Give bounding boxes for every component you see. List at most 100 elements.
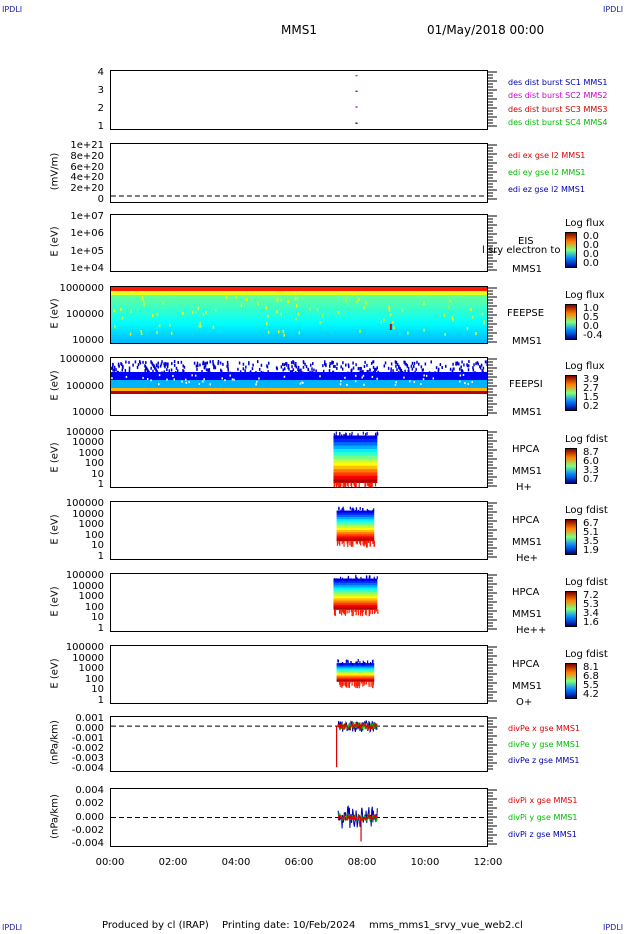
spectrogram-speck bbox=[467, 368, 470, 372]
spectrogram-speck bbox=[373, 508, 375, 512]
spectrogram-row bbox=[333, 465, 378, 470]
spectrogram-speck bbox=[359, 366, 362, 370]
plot-canvas-divPe bbox=[111, 720, 487, 768]
colorbar-tick: 3.5 bbox=[583, 536, 599, 547]
spectrogram-speck bbox=[293, 361, 295, 365]
spectrogram-gap bbox=[188, 381, 190, 384]
spectrogram-row bbox=[333, 438, 378, 443]
spectrogram-speck bbox=[447, 305, 450, 309]
spectrogram-speck bbox=[347, 681, 349, 688]
spectrogram-row bbox=[336, 519, 375, 522]
spectrogram-speck bbox=[337, 540, 339, 545]
side-label: MMS1 bbox=[512, 407, 542, 418]
spectrogram-speck bbox=[217, 360, 220, 364]
spectrogram-speck bbox=[339, 609, 341, 614]
spectrogram-speck bbox=[201, 370, 203, 374]
spectrogram-band bbox=[111, 311, 487, 313]
spectrogram-speck bbox=[363, 681, 365, 684]
spectrogram-speck bbox=[204, 362, 207, 366]
spectrogram-speck bbox=[163, 362, 165, 366]
datetime-title: 01/May/2018 00:00 bbox=[427, 23, 545, 37]
spectrogram-speck bbox=[384, 361, 387, 365]
spectrogram-speck bbox=[311, 367, 313, 371]
spectrogram-gap bbox=[185, 378, 187, 381]
spectrogram-speck bbox=[325, 364, 327, 368]
spectrogram-speck bbox=[151, 362, 154, 366]
footer-printing-date: Printing date: 10/Feb/2024 bbox=[222, 920, 356, 931]
y-tick-label: 1000000 bbox=[59, 354, 104, 365]
spectrogram-speck bbox=[266, 322, 268, 326]
spectrogram-speck bbox=[346, 609, 348, 614]
plot-canvas-HPCA_He bbox=[336, 506, 375, 548]
spectrogram-speck bbox=[355, 482, 357, 487]
spectrogram-speck bbox=[324, 362, 326, 366]
colorbar-tick: 1.9 bbox=[583, 545, 599, 556]
y-tick-label: 0.004 bbox=[75, 785, 104, 796]
y-tick-label: 0.002 bbox=[75, 798, 104, 810]
y-tick-label: 2e+20 bbox=[70, 183, 104, 195]
spectrogram-speck bbox=[365, 609, 367, 616]
spectrogram-gap bbox=[394, 383, 397, 386]
spectrogram-row bbox=[336, 670, 375, 673]
spectrogram-speck bbox=[345, 578, 347, 582]
plot-canvas-burst bbox=[355, 74, 358, 124]
plot-canvas-divPi bbox=[111, 805, 487, 842]
spectrogram-speck bbox=[355, 681, 357, 689]
y-tick-label: 1e+04 bbox=[70, 263, 104, 274]
y-tick-label: 10 bbox=[91, 540, 104, 552]
spectrogram-row bbox=[333, 448, 378, 453]
spectrogram-speck bbox=[335, 482, 338, 487]
spectrogram-speck bbox=[292, 368, 295, 372]
spectrogram-row bbox=[336, 680, 375, 682]
spectrogram-gap bbox=[233, 378, 235, 381]
spectrogram-speck bbox=[467, 364, 470, 368]
spectrogram-speck bbox=[482, 370, 484, 374]
spectrogram-speck bbox=[366, 363, 368, 367]
spectrogram-speck bbox=[341, 434, 343, 438]
spectrogram-speck bbox=[416, 360, 418, 364]
spectrogram-row bbox=[336, 664, 375, 667]
series-line bbox=[337, 721, 378, 731]
spectrogram-speck bbox=[266, 365, 269, 369]
spectrogram-row bbox=[336, 517, 375, 520]
spectrogram-row bbox=[336, 529, 375, 533]
x-tick-label: 02:00 bbox=[158, 857, 188, 868]
spectrogram-speck bbox=[248, 362, 250, 366]
spectrogram-speck bbox=[111, 365, 114, 369]
spectrogram-speck bbox=[407, 369, 410, 373]
spectrogram-row bbox=[336, 668, 375, 671]
y-tick-label: 10000 bbox=[72, 407, 104, 418]
spectrogram-gap bbox=[459, 374, 462, 377]
spectrogram-band bbox=[111, 305, 487, 307]
spectrogram-speck bbox=[373, 576, 375, 580]
spectrogram-speck bbox=[196, 367, 198, 371]
y-tick-label: -0.002 bbox=[71, 743, 104, 754]
spectrogram-speck bbox=[159, 364, 162, 368]
side-label: He++ bbox=[516, 625, 547, 636]
colorbar-label: Log fdist bbox=[565, 649, 608, 660]
spectrogram-speck bbox=[370, 361, 373, 365]
spectrogram-gap bbox=[173, 378, 175, 381]
spectrogram-speck bbox=[316, 308, 319, 312]
spectrogram-speck bbox=[338, 506, 340, 510]
spectrogram-speck bbox=[176, 369, 179, 373]
spectrogram-speck bbox=[355, 363, 357, 367]
spectrogram-band bbox=[111, 329, 487, 331]
spectrogram-speck bbox=[341, 609, 343, 612]
spectrogram-speck bbox=[347, 482, 349, 487]
colorbar-tick: 1.0 bbox=[583, 303, 599, 314]
spectrogram-speck bbox=[356, 661, 358, 665]
spectrogram-speck bbox=[351, 663, 353, 667]
spectrogram-speck bbox=[364, 360, 366, 364]
spectrogram-speck bbox=[337, 510, 340, 514]
spectrogram-speck bbox=[136, 365, 139, 369]
spectrogram-speck bbox=[227, 366, 229, 370]
y-tick-label: 100 bbox=[84, 673, 104, 685]
side-label: MMS1 bbox=[512, 264, 542, 275]
spectrogram-speck bbox=[297, 366, 300, 370]
spectrogram-speck bbox=[370, 662, 372, 666]
colorbar-tick: 5.5 bbox=[583, 680, 599, 691]
spectrogram-speck bbox=[451, 369, 454, 373]
spectrogram-speck bbox=[390, 370, 392, 374]
spectrogram-speck bbox=[280, 298, 282, 302]
